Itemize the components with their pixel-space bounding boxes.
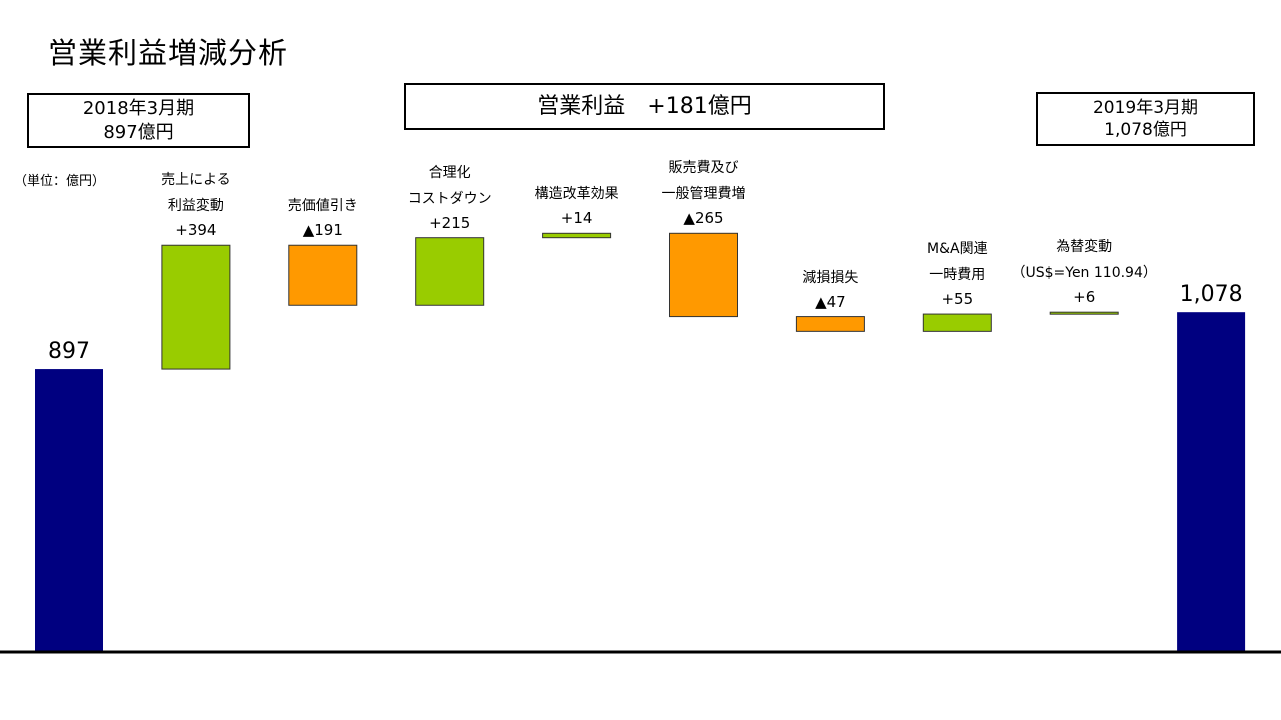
- decrease-bar-3: [288, 244, 358, 306]
- start-period-label: 2018年3月期: [82, 98, 195, 119]
- bar-category-label-4-1: 合理化: [428, 164, 471, 181]
- bar-value-label-5: +14: [560, 209, 593, 228]
- bar-value-label-2: +394: [175, 221, 217, 240]
- page-title: 営業利益増減分析: [48, 36, 289, 70]
- end-period-value: 1,078億円: [1104, 120, 1187, 140]
- increase-bar-4: [415, 237, 485, 306]
- increase-bar-2: [161, 244, 231, 370]
- end-period-box: 2019年3月期 1,078億円: [1036, 92, 1255, 146]
- bar-category-label-6-1: 販売費及び: [668, 160, 739, 177]
- bar-category-label-7-1: 減損損失: [802, 269, 859, 286]
- bar-category-label-9-2: （US$=Yen 110.94）: [1011, 265, 1157, 282]
- bar-value-label-1: 897: [48, 339, 90, 365]
- bar-category-label-3-1: 売価値引き: [287, 198, 358, 215]
- bar-value-label-6: ▲265: [683, 209, 724, 228]
- operating-profit-change-text: 営業利益 +181億円: [537, 94, 752, 119]
- decrease-bar-7: [795, 316, 865, 332]
- bar-value-label-9: +6: [1073, 288, 1096, 307]
- increase-bar-9: [1049, 311, 1119, 315]
- start-period-value: 897億円: [103, 122, 174, 143]
- bar-category-label-8-1: M&A関連: [927, 241, 988, 258]
- bar-value-label-8: +55: [941, 290, 974, 309]
- bar-category-label-6-2: 一般管理費増: [661, 186, 746, 203]
- bar-category-label-9-1: 為替変動: [1056, 239, 1113, 256]
- bar-category-label-2-2: 利益変動: [167, 198, 224, 215]
- increase-bar-8: [922, 313, 992, 332]
- bar-value-label-3: ▲191: [302, 221, 343, 240]
- bar-value-label-4: +215: [429, 213, 471, 232]
- bar-category-label-4-2: コストダウン: [407, 190, 492, 207]
- decrease-bar-6: [669, 232, 738, 318]
- bar-category-label-5-1: 構造改革効果: [534, 186, 619, 203]
- increase-bar-5: [542, 232, 612, 239]
- bar-category-label-2-1: 売上による: [161, 172, 231, 189]
- bar-value-label-10: 1,078: [1179, 282, 1243, 308]
- end-period-label: 2019年3月期: [1092, 98, 1199, 118]
- unit-label: （単位：億円）: [14, 174, 106, 189]
- total-bar-10: [1177, 312, 1246, 651]
- total-bar-1: [35, 369, 103, 651]
- start-period-box: 2018年3月期 897億円: [27, 93, 250, 148]
- bar-value-label-7: ▲47: [815, 292, 846, 311]
- bar-category-label-8-2: 一時費用: [929, 267, 986, 284]
- operating-profit-change-box: 営業利益 +181億円: [404, 83, 885, 130]
